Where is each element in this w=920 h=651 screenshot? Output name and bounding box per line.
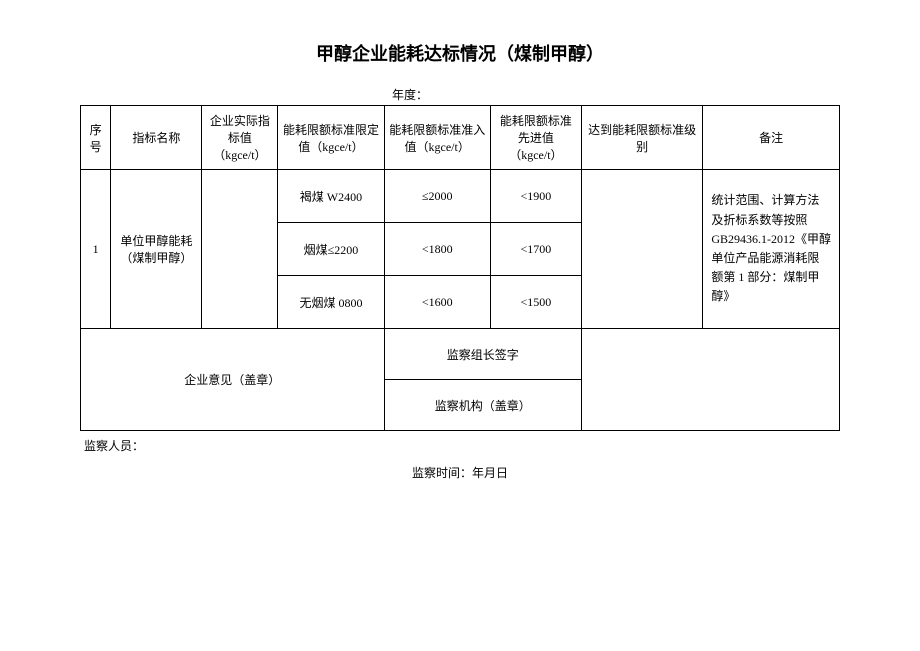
page-title: 甲醇企业能耗达标情况（煤制甲醇） [80, 40, 840, 66]
cell-limit-1: 褐煤 W2400 [278, 170, 384, 223]
cell-seq: 1 [81, 170, 111, 329]
cell-limit-2: 烟煤≤2200 [278, 223, 384, 276]
cell-actual [202, 170, 278, 329]
header-seq: 序号 [81, 106, 111, 170]
enterprise-opinion: 企业意见（盖章） [81, 329, 385, 431]
cell-level [581, 170, 702, 329]
cell-advance-2: <1700 [490, 223, 581, 276]
leader-signature: 监察组长签字 [384, 329, 581, 380]
header-limit: 能耗限额标准限定值（kgce/t） [278, 106, 384, 170]
signature-blank [581, 329, 839, 431]
cell-indicator: 单位甲醇能耗（煤制甲醇） [111, 170, 202, 329]
header-remark: 备注 [703, 106, 840, 170]
signature-row: 企业意见（盖章） 监察组长签字 [81, 329, 840, 380]
header-advance: 能耗限额标准先进值（kgce/t） [490, 106, 581, 170]
table-header-row: 序号 指标名称 企业实际指标值（kgce/t） 能耗限额标准限定值（kgce/t… [81, 106, 840, 170]
main-table: 序号 指标名称 企业实际指标值（kgce/t） 能耗限额标准限定值（kgce/t… [80, 105, 840, 431]
header-level: 达到能耗限额标准级别 [581, 106, 702, 170]
table-row: 1 单位甲醇能耗（煤制甲醇） 褐煤 W2400 ≤2000 <1900 统计范围… [81, 170, 840, 223]
cell-remark: 统计范围、计算方法及折标系数等按照 GB29436.1-2012《甲醇单位产品能… [703, 170, 840, 329]
header-access: 能耗限额标准准入值（kgce/t） [384, 106, 490, 170]
header-indicator: 指标名称 [111, 106, 202, 170]
footer-personnel: 监察人员： [80, 437, 840, 454]
year-label: 年度： [80, 86, 840, 103]
cell-advance-3: <1500 [490, 276, 581, 329]
footer-time: 监察时间：年月日 [80, 464, 840, 481]
cell-access-3: <1600 [384, 276, 490, 329]
cell-advance-1: <1900 [490, 170, 581, 223]
org-stamp: 监察机构（盖章） [384, 380, 581, 431]
cell-access-2: <1800 [384, 223, 490, 276]
cell-limit-3: 无烟煤 0800 [278, 276, 384, 329]
header-actual: 企业实际指标值（kgce/t） [202, 106, 278, 170]
cell-access-1: ≤2000 [384, 170, 490, 223]
